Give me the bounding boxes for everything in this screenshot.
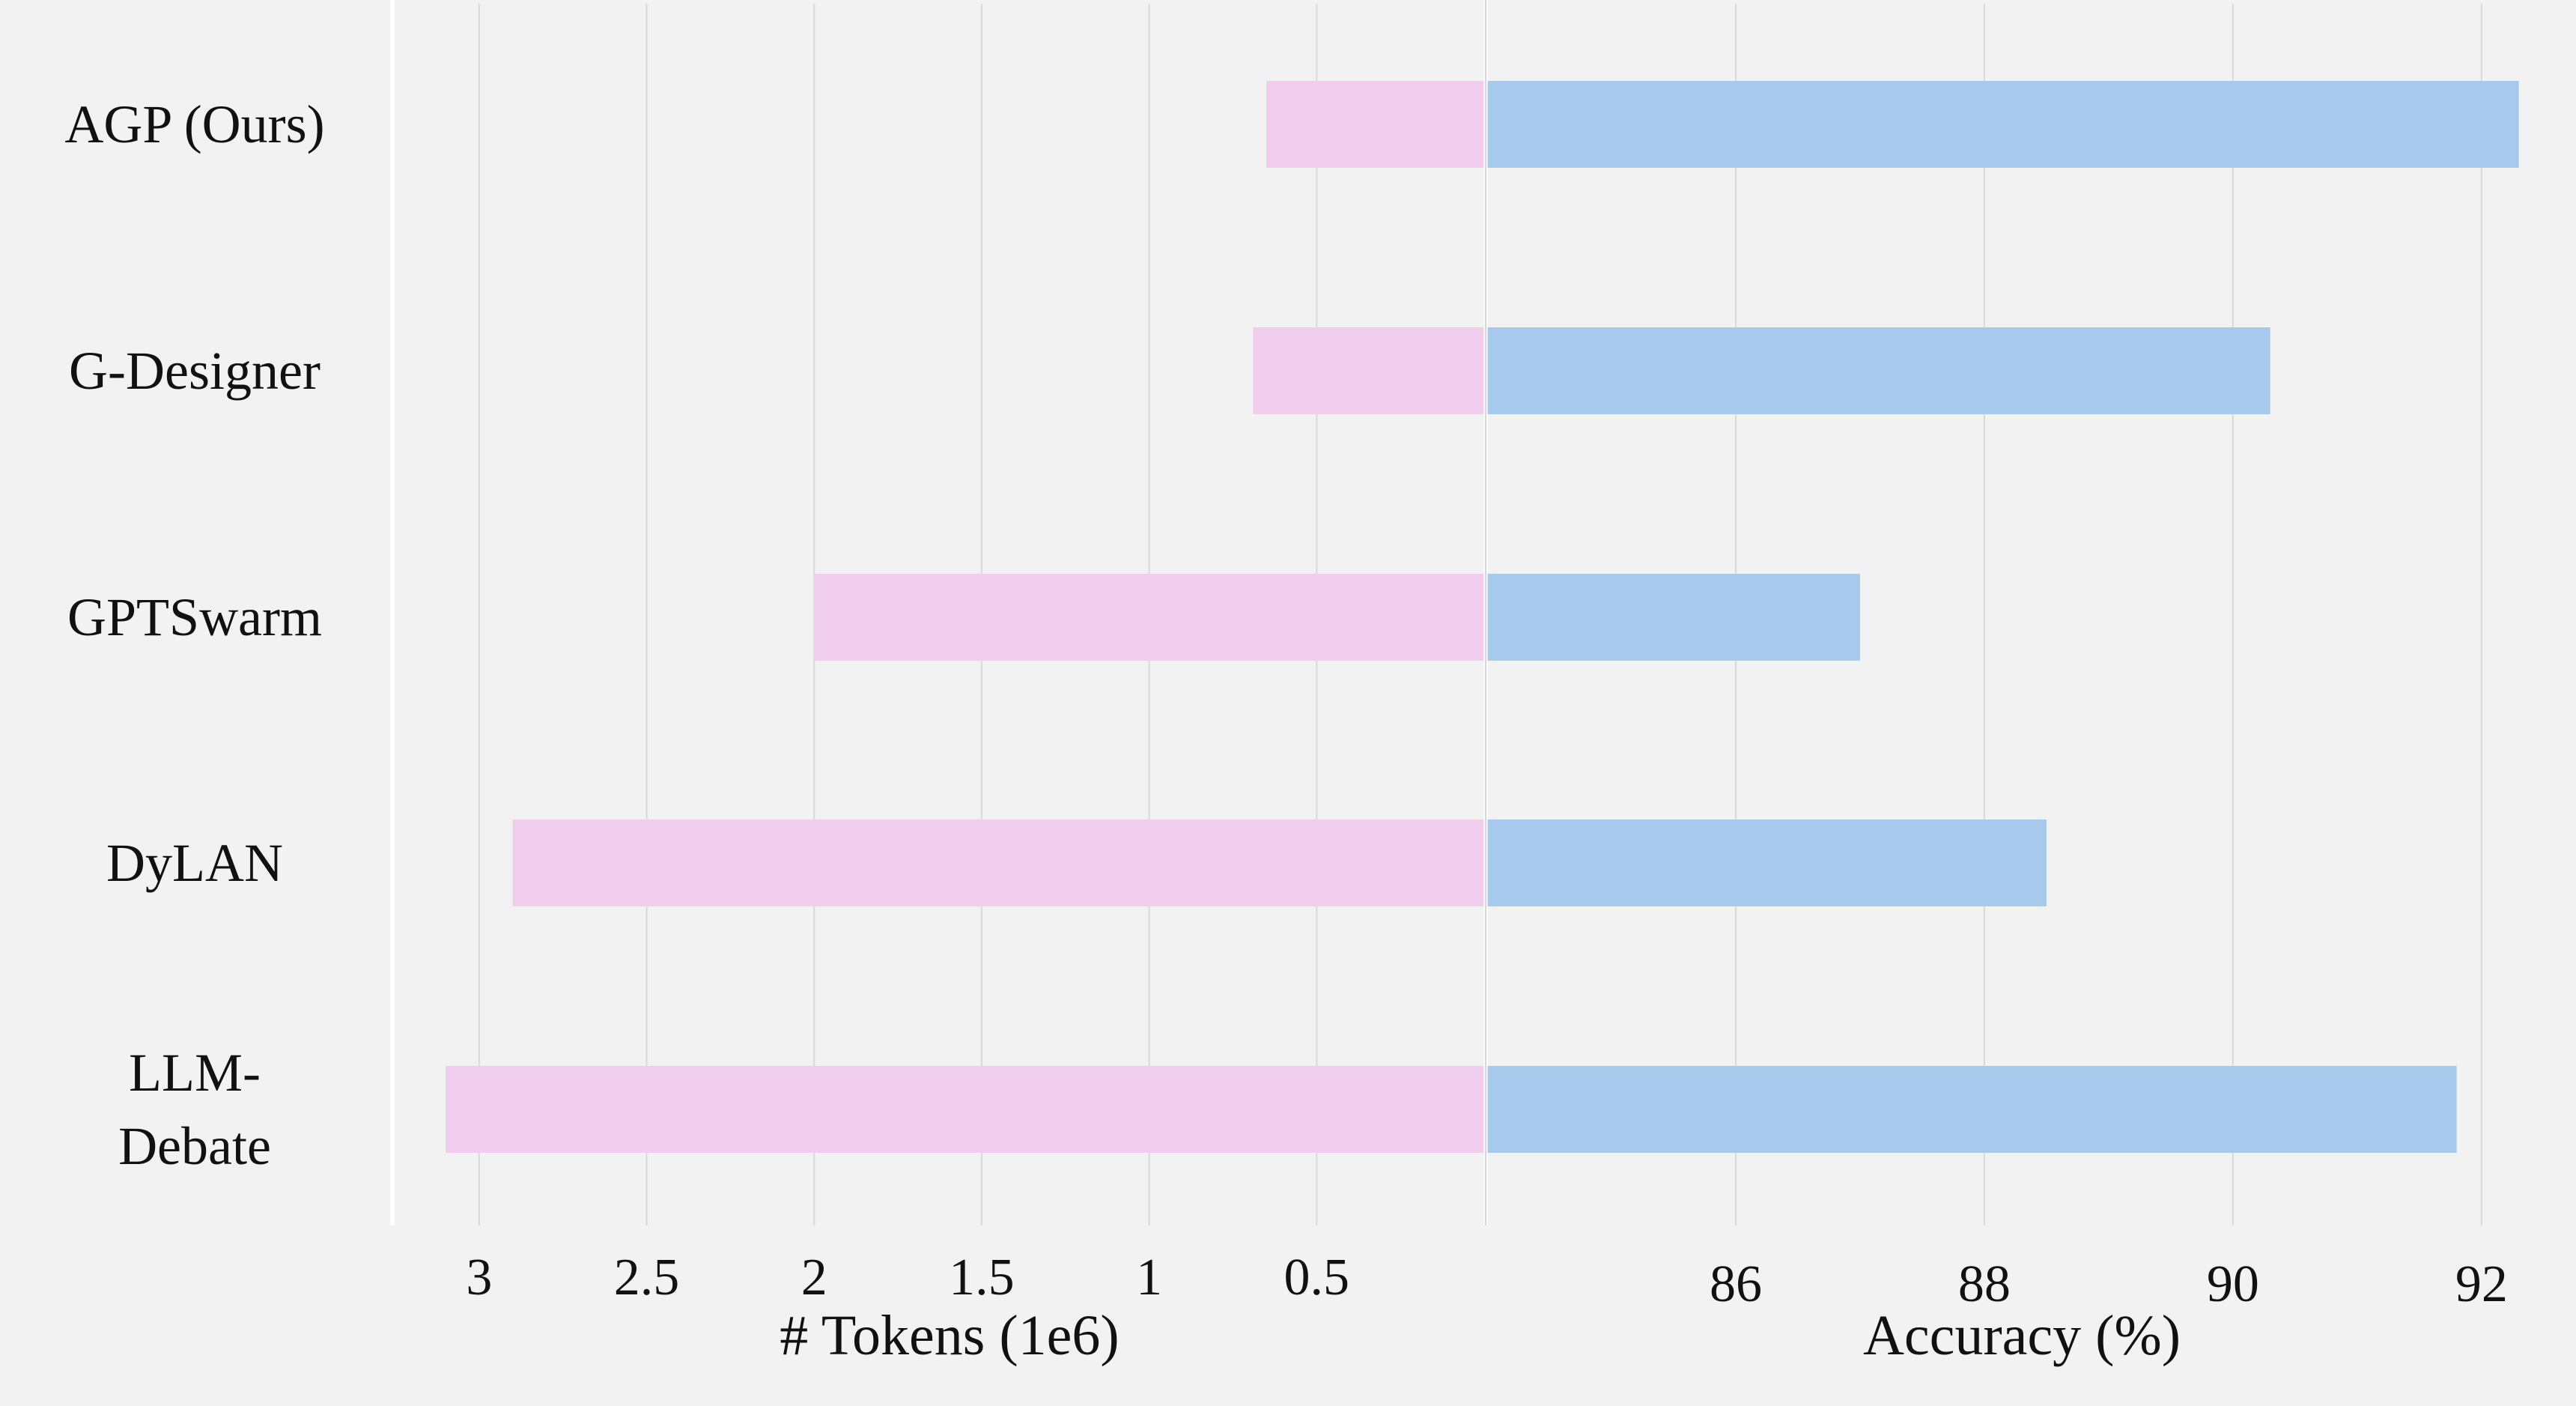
left-x-tick-label: 0.5 bbox=[1284, 1249, 1350, 1306]
category-label: GPTSwarm bbox=[67, 587, 322, 647]
bars bbox=[446, 81, 2519, 1153]
left-x-tick-label: 1 bbox=[1136, 1249, 1162, 1306]
token-bar bbox=[1266, 81, 1484, 168]
right-x-tick-label: 88 bbox=[1958, 1255, 2011, 1313]
accuracy-bar bbox=[1487, 1066, 2457, 1153]
right-x-tick-label: 92 bbox=[2455, 1255, 2508, 1313]
accuracy-bar bbox=[1487, 81, 2519, 168]
left-x-tick-label: 2 bbox=[801, 1249, 827, 1306]
right-x-tick-label: 90 bbox=[2207, 1255, 2259, 1313]
accuracy-bar bbox=[1487, 327, 2270, 414]
accuracy-bar bbox=[1487, 819, 2047, 906]
left-x-tick-label: 3 bbox=[466, 1249, 492, 1306]
category-label: AGP (Ours) bbox=[64, 94, 324, 154]
accuracy-bar bbox=[1487, 574, 1860, 661]
right-x-axis-label: Accuracy (%) bbox=[1863, 1304, 2181, 1367]
left-x-tick-label: 1.5 bbox=[949, 1249, 1015, 1306]
left-x-tick-label: 2.5 bbox=[614, 1249, 680, 1306]
token-bar bbox=[446, 1066, 1484, 1153]
token-bar bbox=[1253, 327, 1484, 414]
left-x-axis-label: # Tokens (1e6) bbox=[780, 1304, 1119, 1367]
axes bbox=[390, 0, 1488, 1225]
labels: 3 2.5 2 1.5 1 0.5 86 88 90 92 AGP (Ours) G-Designer… bbox=[64, 94, 2507, 1313]
token-bar bbox=[814, 574, 1484, 661]
category-label: LLM-Debate bbox=[118, 1043, 271, 1176]
right-x-tick-label: 86 bbox=[1710, 1255, 1762, 1313]
token-bar bbox=[512, 819, 1484, 906]
category-label: G-Designer bbox=[69, 341, 321, 401]
category-label: DyLAN bbox=[106, 833, 283, 893]
